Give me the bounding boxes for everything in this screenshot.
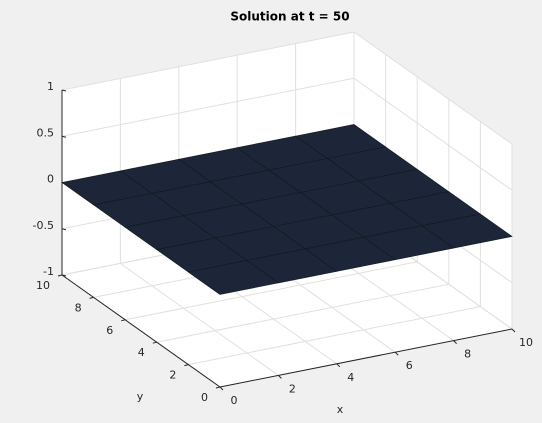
y-tick	[152, 341, 157, 344]
z-tick-label: 0	[47, 173, 54, 186]
x-tick-label: 6	[406, 359, 413, 372]
z-tick	[61, 89, 67, 92]
grid-line	[120, 262, 279, 376]
y-axis-label: y	[137, 390, 144, 403]
x-tick-label: 2	[289, 382, 296, 395]
x-tick-label: 10	[519, 336, 533, 349]
y-tick	[184, 364, 189, 367]
y-axis	[61, 274, 221, 388]
y-tick	[121, 319, 126, 322]
y-tick-label: 10	[36, 279, 50, 292]
x-tick	[219, 386, 224, 391]
x-tick	[394, 351, 399, 356]
x-tick-label: 4	[347, 371, 354, 384]
grid-line	[156, 283, 449, 343]
y-tick	[57, 274, 63, 277]
x-axis-label: x	[337, 403, 344, 416]
grid-line	[188, 306, 481, 366]
z-tick	[61, 274, 67, 277]
grid-line	[61, 77, 355, 137]
y-tick	[215, 386, 221, 389]
grid-line	[61, 31, 355, 91]
y-tick-label: 6	[106, 324, 113, 337]
x-tick	[453, 340, 457, 344]
grid-line	[353, 77, 513, 191]
grid-line	[125, 261, 418, 321]
z-tick-label: -0.5	[33, 219, 54, 232]
y-tick-label: 8	[75, 301, 82, 314]
y-tick-label: 4	[138, 346, 145, 359]
surface-patch	[187, 260, 280, 295]
y-tick	[89, 296, 94, 299]
y-tick-label: 2	[169, 369, 176, 382]
z-tick	[61, 135, 67, 138]
chart-title: Solution at t = 50	[230, 10, 349, 24]
x-tick	[278, 375, 282, 379]
x-tick-label: 8	[464, 348, 471, 361]
z-tick-label: 1	[47, 80, 54, 93]
x-tick-label: 0	[231, 394, 238, 407]
grid-line	[353, 31, 513, 145]
x-tick	[336, 363, 341, 368]
x-tick	[511, 328, 516, 333]
z-tick-label: 0.5	[37, 126, 55, 139]
z-tick	[61, 228, 67, 231]
x-axis	[219, 328, 513, 388]
y-tick-label: 0	[201, 391, 208, 404]
z-tick-label: -1	[43, 265, 54, 278]
